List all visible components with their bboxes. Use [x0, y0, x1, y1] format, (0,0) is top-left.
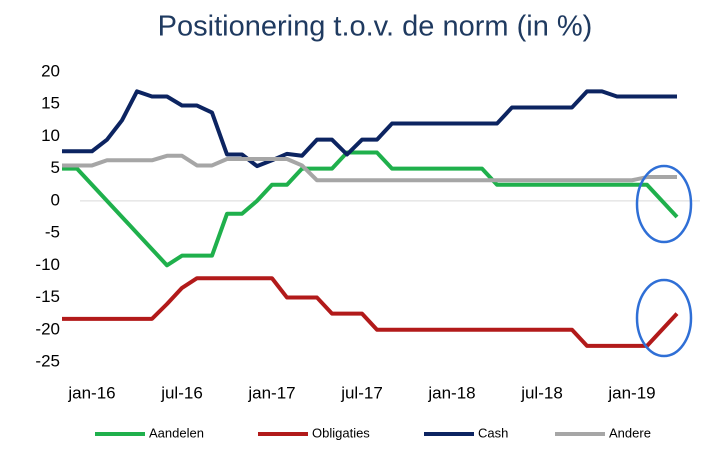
x-tick-label: jul-16 — [160, 383, 203, 402]
x-tick-label: jul-17 — [340, 383, 383, 402]
legend-label: Aandelen — [149, 425, 204, 440]
legend-label: Cash — [478, 425, 508, 440]
x-tick-label: jan-17 — [247, 383, 295, 402]
y-tick-label: 15 — [41, 94, 60, 113]
legend-label: Andere — [609, 425, 651, 440]
y-tick-label: -5 — [45, 223, 60, 242]
highlight-ellipse — [635, 164, 693, 244]
y-tick-label: -20 — [35, 319, 60, 338]
y-tick-label: 5 — [51, 158, 60, 177]
x-tick-label: jul-18 — [520, 383, 563, 402]
y-tick-label: -15 — [35, 287, 60, 306]
series-line — [62, 89, 677, 169]
legend-label: Obligaties — [312, 425, 370, 440]
series-line — [62, 153, 677, 183]
x-tick-label: jan-18 — [427, 383, 475, 402]
chart-title: Positionering t.o.v. de norm (in %) — [158, 11, 593, 43]
y-tick-label: 20 — [41, 61, 60, 80]
x-tick-label: jan-16 — [67, 383, 115, 402]
x-tick-label: jan-19 — [607, 383, 655, 402]
series-line — [62, 150, 679, 268]
y-tick-label: -10 — [35, 255, 60, 274]
y-tick-label: 0 — [51, 190, 60, 209]
y-tick-label: 10 — [41, 126, 60, 145]
y-tick-label: -25 — [35, 351, 60, 370]
series-line — [62, 276, 679, 348]
highlight-ellipse — [635, 278, 693, 358]
